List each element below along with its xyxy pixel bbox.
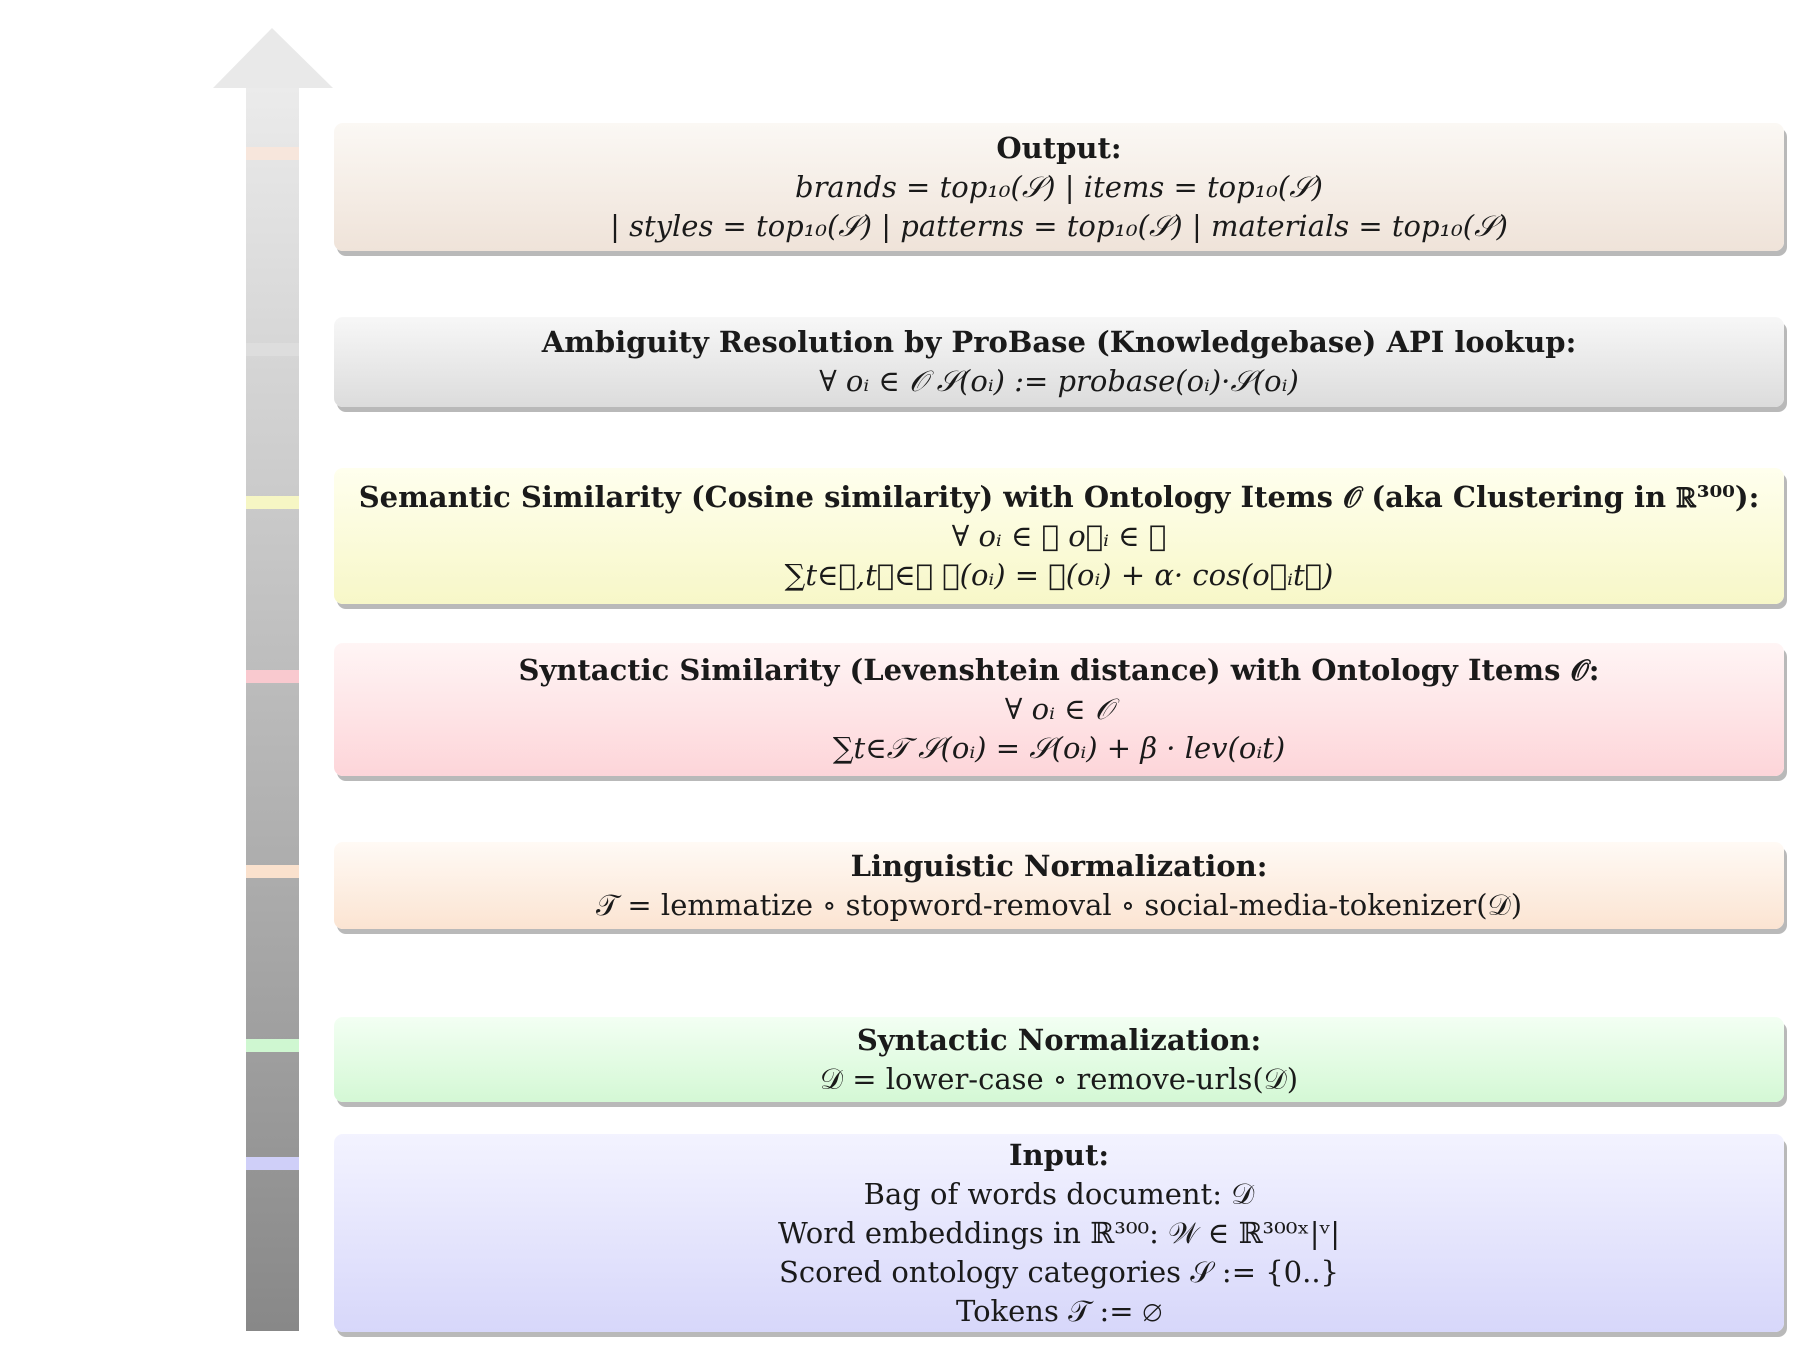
semantic-formula: ∑t∈𝒯,t⃗∈𝒲 𝒮(oᵢ) = 𝒮(oᵢ) + α· cos(o⃗ᵢt⃗) (784, 557, 1334, 592)
output-line-2: | styles = top₁₀(𝒮) | patterns = top₁₀(𝒮… (610, 208, 1508, 243)
input-line-document: Bag of words document: 𝒟 (863, 1176, 1255, 1211)
stage-marker-syntactic-similarity (246, 670, 299, 683)
output-box: Output: brands = top₁₀(𝒮) | items = top₁… (334, 123, 1784, 251)
semantic-line-1: ∀ oᵢ ∈ 𝒪 o⃗ᵢ ∈ 𝒲 (951, 518, 1167, 553)
arrow-head (213, 28, 333, 88)
linguistic-title: Linguistic Normalization: (850, 848, 1268, 883)
ambiguity-title: Ambiguity Resolution by ProBase (Knowled… (541, 325, 1577, 359)
input-title: Input: (1008, 1137, 1110, 1172)
input-line-tokens: Tokens 𝒯 := ∅ (956, 1293, 1162, 1328)
input-line-embeddings: Word embeddings in ℝ³⁰⁰: 𝒲 ∈ ℝ³⁰⁰ˣ|ᵛ| (777, 1215, 1341, 1250)
arrow-shaft (246, 88, 299, 1331)
ambiguity-resolution-box: Ambiguity Resolution by ProBase (Knowled… (334, 317, 1784, 407)
syntactic-similarity-formula: ∑t∈𝒯 𝒮(oᵢ) = 𝒮(oᵢ) + β · lev(oᵢt) (832, 731, 1286, 765)
syntactic-similarity-box: Syntactic Similarity (Levenshtein distan… (334, 643, 1784, 776)
stage-marker-input (246, 1157, 299, 1170)
syntactic-normalization-title: Syntactic Normalization: (856, 1022, 1262, 1057)
stage-marker-output (246, 147, 299, 160)
stage-marker-semantic (246, 496, 299, 509)
stage-marker-linguistic (246, 865, 299, 878)
syntactic-normalization-formula: 𝒟 = lower-case ∘ remove-urls(𝒟) (819, 1061, 1299, 1096)
output-title: Output: (996, 130, 1122, 165)
linguistic-formula: 𝒯 = lemmatize ∘ stopword-removal ∘ socia… (595, 887, 1523, 922)
ambiguity-formula: ∀ oᵢ ∈ 𝒪 𝒮(oᵢ) := probase(oᵢ)·𝒮(oᵢ) (819, 364, 1299, 398)
stage-marker-ambiguity (246, 343, 299, 356)
syntactic-similarity-line-1: ∀ oᵢ ∈ 𝒪 (1004, 692, 1114, 726)
semantic-title: Semantic Similarity (Cosine similarity) … (358, 479, 1760, 514)
semantic-similarity-box: Semantic Similarity (Cosine similarity) … (334, 468, 1784, 604)
input-line-categories: Scored ontology categories 𝒮 := {0..} (778, 1254, 1340, 1289)
input-box: Input: Bag of words document: 𝒟 Word emb… (334, 1134, 1784, 1332)
stage-marker-syntactic-normalization (246, 1039, 299, 1052)
syntactic-normalization-box: Syntactic Normalization: 𝒟 = lower-case … (334, 1017, 1784, 1102)
output-line-1: brands = top₁₀(𝒮) | items = top₁₀(𝒮) (795, 169, 1323, 204)
linguistic-normalization-box: Linguistic Normalization: 𝒯 = lemmatize … (334, 842, 1784, 929)
syntactic-similarity-title: Syntactic Similarity (Levenshtein distan… (518, 653, 1600, 687)
